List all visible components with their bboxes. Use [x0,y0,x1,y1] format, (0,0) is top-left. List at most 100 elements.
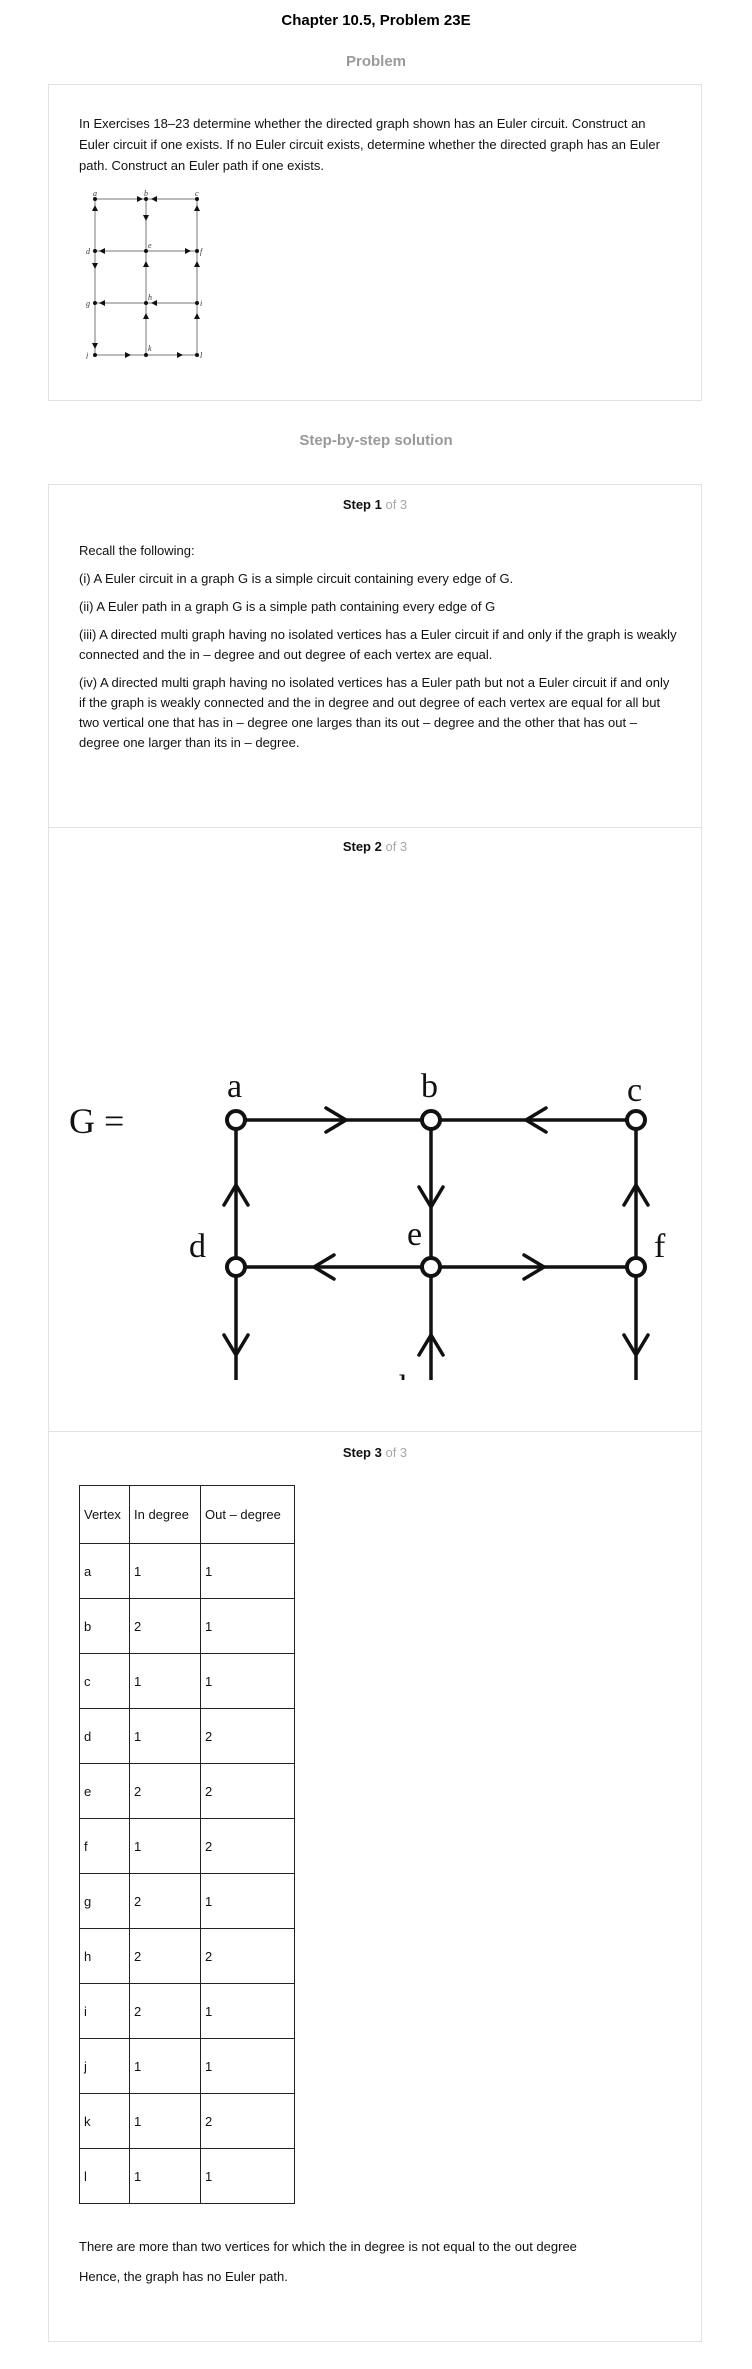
table-cell: a [79,1543,130,1599]
step1-point-2: (ii) A Euler path in a graph G is a simp… [79,599,496,614]
vertex-label-e: e [407,1216,422,1253]
vertex-a-node [225,1109,247,1131]
vertex-label-h: h [399,1369,416,1380]
step-divider [49,1431,701,1432]
step1-point-4: (iv) A directed multi graph having no is… [79,675,670,750]
table-cell: e [79,1763,130,1819]
column-header: Vertex [79,1485,130,1544]
solution-heading: Step-by-step solution [299,432,453,449]
arrow-h-e [417,1333,445,1357]
table-cell: 1 [129,2038,201,2094]
vertex-label-d: d [189,1228,206,1265]
table-cell: 2 [200,1763,295,1819]
table-cell: 1 [200,2148,295,2204]
vertex-d-node [225,1256,247,1278]
table-cell: 2 [129,1983,201,2039]
vertex-c-node [625,1109,647,1131]
table-cell: l [79,2148,130,2204]
table-cell: k [79,2093,130,2149]
table-cell: 1 [200,1983,295,2039]
small-vertex-g: g [86,299,90,308]
column-header: In degree [129,1485,201,1544]
step2-label: Step 2 [342,839,382,854]
table-cell: 1 [200,1653,295,1709]
vertex-e-node [420,1256,442,1278]
arrow-d-g [222,1333,250,1357]
table-cell: 2 [129,1873,201,1929]
small-vertex-j: j [85,351,89,359]
table-cell: 2 [129,1928,201,1984]
table-cell: b [79,1598,130,1654]
arrow-f-c [622,1183,650,1207]
step1-intro: Recall the following: [79,543,195,558]
table-cell: 1 [129,1708,201,1764]
problem-card: In Exercises 18–23 determine whether the… [48,84,702,401]
step1-body: Recall the following: (i) A Euler circui… [79,541,679,761]
step1-point-3: (iii) A directed multi graph having no i… [79,627,677,662]
table-cell: 2 [200,1928,295,1984]
problem-heading: Problem [345,53,406,70]
table-cell: 1 [129,2148,201,2204]
arrow-a-b [324,1106,348,1134]
vertex-f-node [625,1256,647,1278]
table-cell: 1 [129,1653,201,1709]
table-cell: f [79,1818,130,1874]
table-cell: 2 [200,2093,295,2149]
arrow-d-a [222,1183,250,1207]
small-vertex-h: h [148,293,152,302]
small-vertex-l: l [200,351,203,359]
step-divider [49,827,701,828]
problem-text: In Exercises 18–23 determine whether the… [79,116,660,173]
table-cell: d [79,1708,130,1764]
small-vertex-b: b [144,189,148,198]
small-vertex-a: a [93,189,97,198]
step1-label: Step 1 [342,497,382,512]
table-cell: 1 [200,1598,295,1654]
table-cell: g [79,1873,130,1929]
arrow-c-b [524,1106,548,1134]
conclusion-line-2: Hence, the graph has no Euler path. [79,2269,288,2284]
arrow-e-d [312,1253,336,1281]
vertex-label-a: a [227,1068,242,1105]
vertex-b-node [420,1109,442,1131]
step2-title: Step 2 of 3 [49,839,701,854]
euler-graph-figure: G = [69,1068,666,1380]
table-cell: 2 [200,1818,295,1874]
conclusion-line-1: There are more than two vertices for whi… [79,2239,577,2254]
small-vertex-f: f [200,247,204,256]
small-vertex-d: d [86,247,91,256]
problem-graph-figure: a b c d e f g h i j k l [85,189,204,359]
page-title: Chapter 10.5, Problem 23E [281,12,471,29]
small-vertex-i: i [200,299,202,308]
arrow-f-i [622,1333,650,1357]
graph-label: G = [69,1101,124,1141]
table-cell: c [79,1653,130,1709]
table-cell: 1 [200,1873,295,1929]
step2-of: of 3 [385,839,408,854]
step1-title: Step 1 of 3 [49,497,701,512]
step3-of: of 3 [385,1445,408,1460]
table-cell: 2 [200,1708,295,1764]
table-cell: 1 [129,2093,201,2149]
small-vertex-e: e [148,241,152,250]
step1-point-1: (i) A Euler circuit in a graph G is a si… [79,571,514,586]
step1-of: of 3 [385,497,408,512]
table-cell: 1 [129,1818,201,1874]
table-header-row: Vertex In degree Out – degree [79,1485,295,1544]
step3-label: Step 3 [342,1445,382,1460]
column-header: Out – degree [200,1485,295,1544]
table-cell: 1 [200,2038,295,2094]
step3-conclusion: There are more than two vertices for whi… [79,2237,679,2297]
